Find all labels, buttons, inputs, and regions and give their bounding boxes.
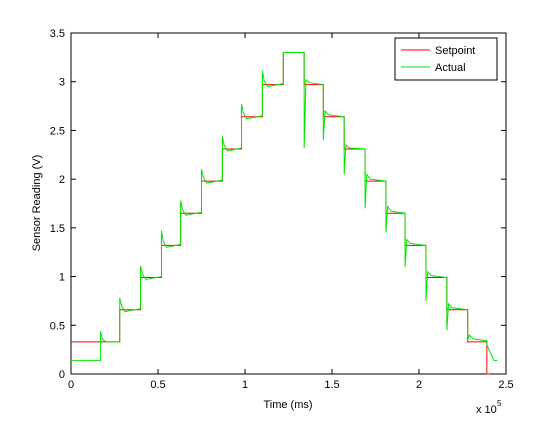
x-tick-label: 2 xyxy=(416,379,422,391)
x-exponent: 5 xyxy=(497,399,502,408)
y-tick-label: 1.5 xyxy=(50,223,65,235)
plot-area xyxy=(70,32,507,375)
x-tick-label: 0.5 xyxy=(150,379,165,391)
y-tick-label: 0 xyxy=(59,369,65,381)
y-tick-label: 3 xyxy=(59,77,65,89)
y-axis-label: Sensor Reading (V) xyxy=(31,155,43,252)
x-tick-label: 0 xyxy=(68,379,74,391)
x-axis-label: Time (ms) xyxy=(263,399,312,411)
y-tick-label: 2.5 xyxy=(50,125,65,137)
x-tick-label: 2.5 xyxy=(498,379,513,391)
x-tick-label: 1.5 xyxy=(324,379,339,391)
y-tick-label: 2 xyxy=(59,174,65,186)
legend-label: Actual xyxy=(435,62,466,74)
legend-box xyxy=(394,37,498,81)
y-tick-label: 3.5 xyxy=(50,28,65,40)
x-tick-label: 1 xyxy=(242,379,248,391)
x-exponent-base: x 10 xyxy=(476,404,497,416)
series-line xyxy=(71,51,498,361)
y-tick-label: 0.5 xyxy=(50,320,65,332)
legend-label: Setpoint xyxy=(435,45,475,57)
y-tick-label: 1 xyxy=(59,272,65,284)
